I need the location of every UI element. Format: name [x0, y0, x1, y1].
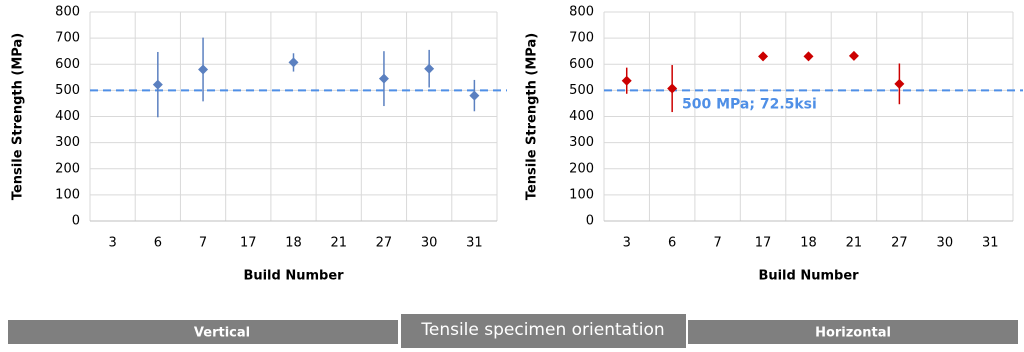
marker [848, 50, 859, 61]
marker [469, 90, 480, 101]
x-tick-label: 27 [376, 236, 393, 251]
y-tick-label: 400 [55, 109, 80, 124]
x-axis-title: Build Number [758, 269, 859, 284]
marker [758, 51, 769, 62]
y-tick-label: 600 [55, 57, 80, 72]
x-tick-label: 30 [937, 236, 954, 251]
footer-center-bar [401, 314, 686, 348]
x-axis-title: Build Number [243, 269, 344, 284]
marker [424, 63, 435, 74]
x-tick-label: 31 [982, 236, 999, 251]
annotation: 500 MPa; 72.5ksi [682, 96, 817, 112]
y-tick-label: 200 [569, 161, 594, 176]
y-tick-label: 0 [586, 214, 594, 229]
x-tick-label: 3 [623, 236, 631, 251]
y-tick-label: 200 [55, 161, 80, 176]
x-tick-label: 3 [108, 236, 116, 251]
y-tick-label: 100 [55, 187, 80, 202]
x-tick-label: 7 [199, 236, 207, 251]
y-axis-title: Tensile Strength (MPa) [525, 33, 540, 200]
marker [803, 51, 814, 62]
x-tick-label: 27 [891, 236, 908, 251]
x-tick-label: 17 [240, 236, 257, 251]
x-tick-label: 17 [755, 236, 772, 251]
marker [152, 79, 163, 90]
y-tick-label: 400 [569, 109, 594, 124]
y-tick-label: 800 [569, 5, 594, 20]
marker [667, 83, 678, 94]
y-tick-label: 700 [55, 31, 80, 46]
marker [198, 64, 209, 75]
x-tick-label: 21 [330, 236, 347, 251]
y-tick-label: 500 [569, 83, 594, 98]
x-tick-label: 30 [421, 236, 438, 251]
y-tick-label: 600 [569, 57, 594, 72]
x-tick-label: 6 [154, 236, 162, 251]
footer-label: Vertical [194, 326, 250, 341]
y-tick-label: 100 [569, 187, 594, 202]
marker [288, 57, 299, 68]
marker [621, 75, 632, 86]
y-tick-label: 0 [72, 214, 80, 229]
x-tick-label: 31 [466, 236, 483, 251]
y-tick-label: 800 [55, 5, 80, 20]
x-tick-label: 7 [713, 236, 721, 251]
footer-bar [8, 320, 398, 344]
footer-bar [688, 320, 1018, 344]
y-tick-label: 500 [55, 83, 80, 98]
x-tick-label: 6 [668, 236, 676, 251]
footer-label: Horizontal [815, 326, 891, 341]
y-tick-label: 700 [569, 31, 594, 46]
x-tick-label: 21 [846, 236, 863, 251]
marker [378, 73, 389, 84]
marker [894, 78, 905, 89]
y-axis-title: Tensile Strength (MPa) [11, 33, 26, 200]
footer-title: Tensile specimen orientation [420, 320, 664, 340]
x-tick-label: 18 [800, 236, 817, 251]
y-tick-label: 300 [569, 135, 594, 150]
x-tick-label: 18 [285, 236, 302, 251]
y-tick-label: 300 [55, 135, 80, 150]
